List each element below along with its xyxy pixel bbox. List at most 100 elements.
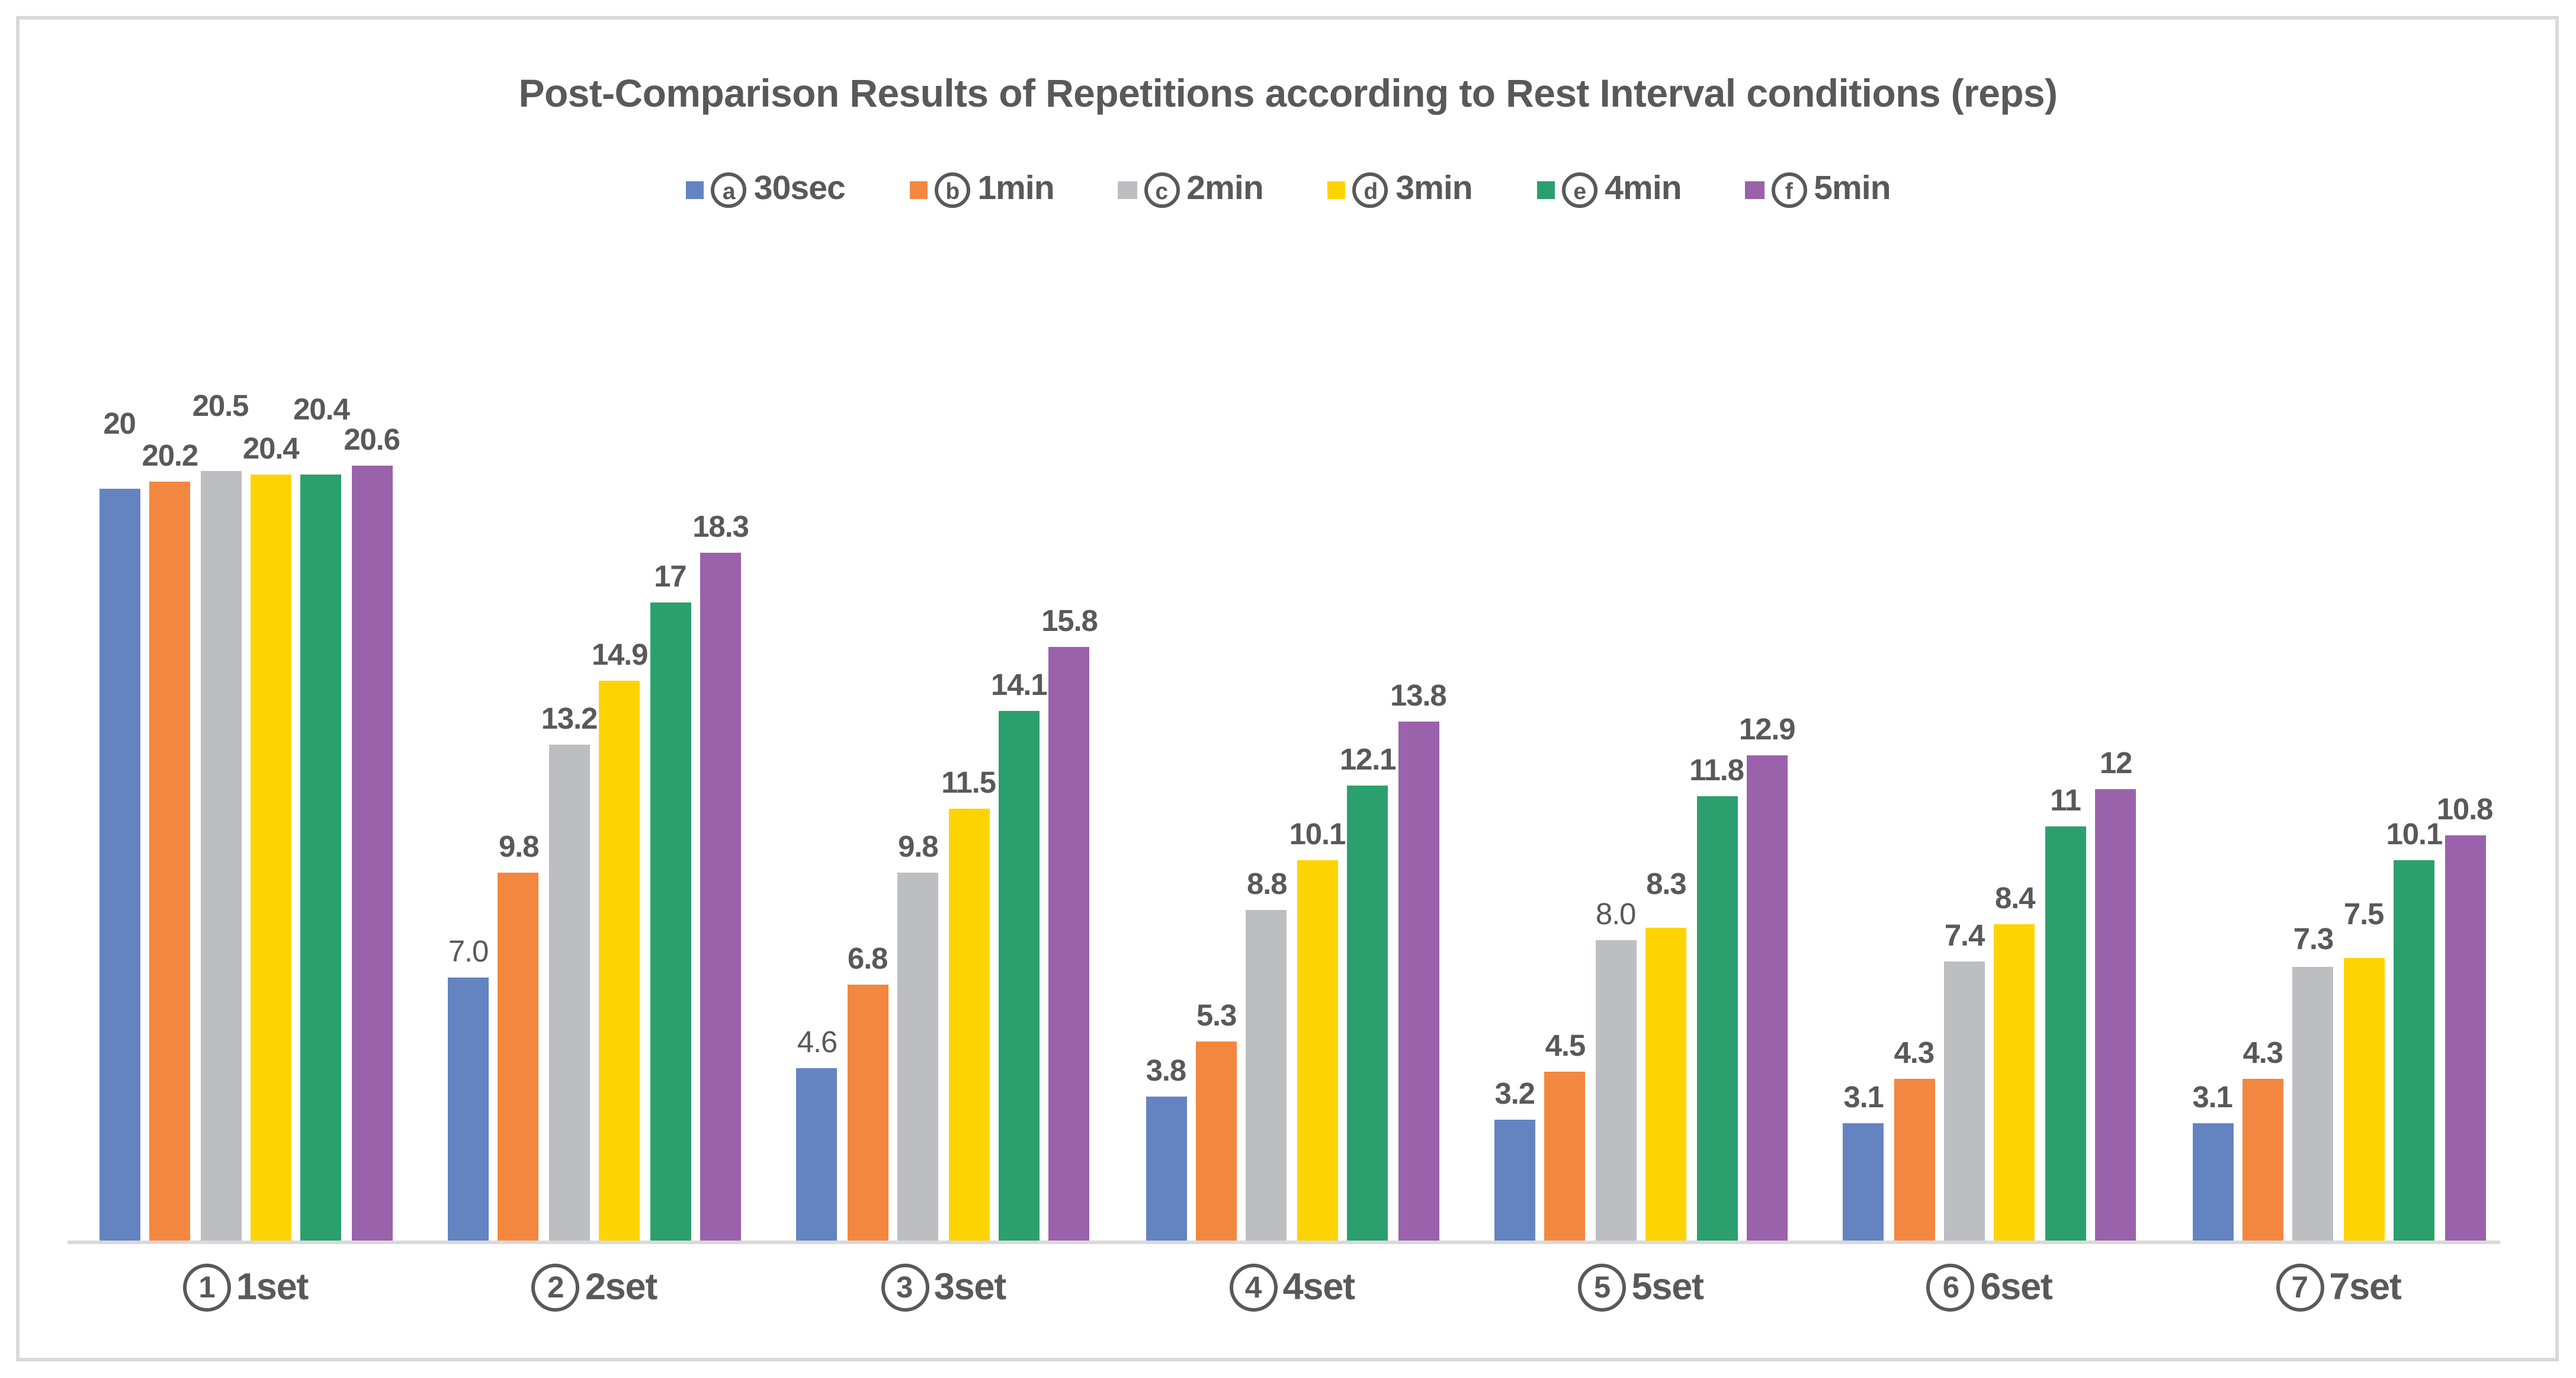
bar-7set-4min [2394,860,2435,1241]
bar-value-label-6set-4min: 11 [2050,784,2081,818]
x-tick-circled-number-icon: 2 [531,1264,580,1312]
legend-circled-letter-icon: d [1353,172,1389,208]
bar-6set-3min [1994,924,2036,1241]
x-tick-2set: 2 2set [453,1264,737,1312]
bar-value-label-5set-1min: 4.5 [1545,1028,1586,1062]
bar-value-label-3set-3min: 11.5 [941,765,996,800]
bar-2set-1min [498,872,540,1241]
x-tick-circled-number-icon: 7 [2276,1264,2324,1312]
bar-5set-3min [1645,928,1687,1241]
bar-6set-2min [1944,962,1985,1241]
bar-4set-3min [1297,860,1338,1241]
legend: a 30sec b 1min c 2min d 3min e 4min f 5min [0,171,2576,210]
bar-value-label-3set-4min: 14.1 [990,668,1048,702]
legend-item-label: 30sec [753,171,846,208]
x-tick-label: 5set [1631,1266,1705,1308]
bar-value-label-5set-30sec: 3.2 [1494,1077,1536,1111]
bar-value-label-1set-5min: 20.6 [344,424,400,458]
legend-swatch-30sec [685,181,704,200]
legend-circled-letter-icon: b [935,172,971,208]
bar-7set-1min [2242,1078,2283,1241]
bar-1set-5min [351,466,393,1241]
bar-6set-5min [2095,789,2136,1241]
bar-value-label-6set-1min: 4.3 [1894,1036,1935,1070]
legend-circled-letter-icon: e [1562,172,1598,208]
bar-value-label-1set-3min: 20.4 [242,431,300,466]
legend-swatch-3min [1327,181,1346,200]
bar-6set-1min [1893,1078,1935,1241]
bar-2set-2min [548,744,590,1241]
bar-3set-3min [948,808,989,1241]
bar-7set-2min [2292,966,2334,1241]
legend-item-4min: e 4min [1536,171,1682,210]
x-tick-circled-number-icon: 4 [1229,1264,1278,1312]
bar-value-label-7set-4min: 10.1 [2386,818,2443,852]
bar-value-label-6set-2min: 7.4 [1944,919,1985,954]
x-tick-label: 2set [585,1266,658,1308]
legend-circled-letter-icon: a [711,172,747,208]
bar-value-label-4set-4min: 12.1 [1339,743,1397,777]
bar-5set-5min [1746,755,1788,1241]
bar-value-label-4set-5min: 13.8 [1390,679,1447,713]
x-tick-3set: 3 3set [801,1264,1085,1312]
bar-value-label-5set-3min: 8.3 [1646,868,1687,902]
bar-3set-4min [998,710,1040,1241]
bar-value-label-6set-30sec: 3.1 [1843,1081,1884,1115]
legend-circled-letter-icon: c [1144,172,1180,208]
x-tick-label: 1set [236,1266,309,1308]
chart-title: Post-Comparison Results of Repetitions a… [518,71,2058,116]
bar-4set-1min [1196,1041,1237,1241]
bar-5set-2min [1595,940,1637,1241]
bar-value-label-1set-4min: 20.4 [293,392,350,427]
bar-5set-30sec [1494,1120,1535,1241]
bar-value-label-3set-30sec: 4.6 [797,1024,838,1059]
x-tick-label: 4set [1282,1266,1356,1308]
bar-2set-3min [599,680,640,1241]
bar-4set-30sec [1145,1097,1186,1241]
legend-swatch-5min [1745,181,1765,200]
bar-1set-3min [250,474,291,1241]
bar-value-label-2set-30sec: 7.0 [448,934,489,969]
bar-value-label-7set-3min: 7.5 [2343,898,2385,932]
bar-7set-5min [2444,834,2485,1241]
x-tick-label: 7set [2329,1266,2402,1308]
bar-value-label-7set-2min: 7.3 [2293,923,2334,957]
bar-3set-30sec [796,1067,838,1241]
legend-item-5min: f 5min [1745,171,1891,210]
bar-value-label-1set-2min: 20.5 [192,388,249,422]
bar-5set-4min [1696,797,1737,1241]
bar-value-label-4set-30sec: 3.8 [1146,1055,1187,1089]
x-tick-1set: 1 1set [104,1264,388,1312]
bar-1set-2min [200,470,241,1241]
bar-value-label-7set-1min: 4.3 [2243,1036,2284,1070]
bar-3set-1min [847,985,888,1241]
bar-4set-2min [1246,909,1288,1241]
bar-value-label-2set-3min: 14.9 [591,637,649,672]
legend-swatch-4min [1536,181,1555,200]
bar-6set-30sec [1843,1123,1884,1241]
legend-item-label: 3min [1396,171,1473,208]
bar-value-label-7set-5min: 10.8 [2436,791,2494,826]
legend-circled-letter-icon: f [1771,172,1807,208]
bar-6set-4min [2045,826,2086,1241]
bar-value-label-4set-3min: 10.1 [1289,818,1346,852]
bar-4set-4min [1347,786,1388,1241]
bar-3set-5min [1048,646,1090,1241]
bar-1set-30sec [99,489,140,1241]
bar-7set-3min [2343,958,2385,1241]
legend-item-2min: c 2min [1118,171,1264,210]
bar-2set-30sec [448,977,489,1241]
bar-value-label-1set-30sec: 20 [103,407,136,441]
legend-item-30sec: a 30sec [685,171,846,210]
bar-value-label-3set-2min: 9.8 [898,829,939,863]
bar-value-label-5set-5min: 12.9 [1738,713,1796,747]
bar-value-label-6set-3min: 8.4 [1995,882,2036,916]
x-tick-label: 6set [1980,1266,2053,1308]
x-tick-label: 3set [933,1266,1007,1308]
bar-value-label-7set-30sec: 3.1 [2192,1081,2233,1115]
bar-value-label-3set-1min: 6.8 [847,942,888,976]
bar-1set-1min [149,481,191,1241]
x-tick-circled-number-icon: 5 [1578,1264,1627,1312]
